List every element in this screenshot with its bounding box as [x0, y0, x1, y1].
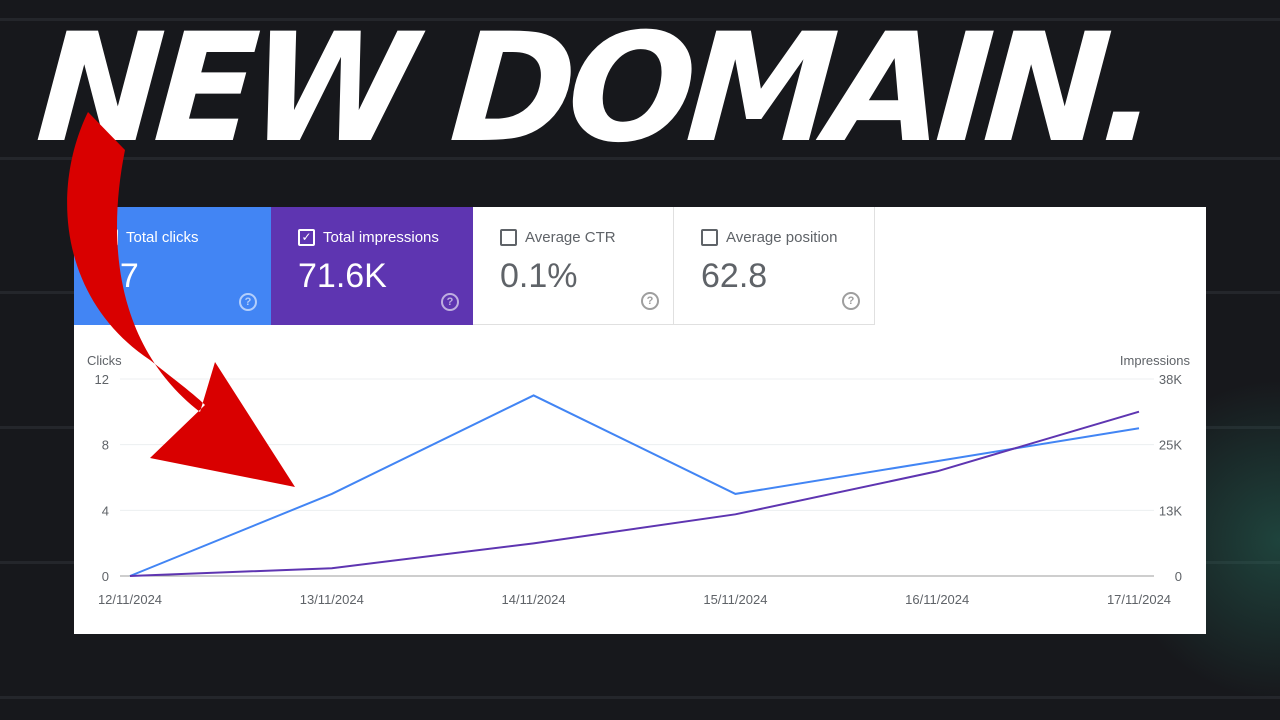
card-label: Average position	[726, 229, 838, 246]
right-tick-label: 38K	[1159, 372, 1182, 387]
help-icon[interactable]: ?	[441, 293, 459, 311]
right-tick-label: 13K	[1159, 503, 1182, 518]
checkbox-unchecked[interactable]	[701, 229, 718, 246]
left-axis-label: Clicks	[87, 353, 122, 368]
left-tick-label: 0	[102, 569, 109, 584]
bg-line	[0, 696, 1280, 699]
x-tick-label: 16/11/2024	[905, 592, 969, 607]
right-axis-label: Impressions	[1120, 353, 1191, 368]
card-value: 62.8	[701, 257, 768, 295]
card-label: Average CTR	[525, 229, 616, 246]
card-label-row: ✓ Total impressions	[298, 229, 439, 246]
checkbox-checked[interactable]: ✓	[298, 229, 315, 246]
card-value: 0.1%	[500, 257, 578, 295]
x-tick-label: 17/11/2024	[1107, 592, 1171, 607]
x-tick-label: 12/11/2024	[98, 592, 162, 607]
card-label: Total clicks	[126, 229, 199, 246]
left-tick-label: 12	[95, 372, 109, 387]
card-total-impressions[interactable]: ✓ Total impressions 71.6K ?	[271, 207, 473, 325]
bg-line	[0, 157, 1280, 160]
left-tick-label: 8	[102, 438, 109, 453]
card-value: 71.6K	[298, 257, 387, 295]
series-line-clicks	[129, 394, 1140, 577]
bg-line	[0, 18, 1280, 21]
checkbox-unchecked[interactable]	[500, 229, 517, 246]
card-average-ctr[interactable]: Average CTR 0.1% ?	[473, 207, 674, 325]
card-average-position[interactable]: Average position 62.8 ?	[674, 207, 875, 325]
x-tick-label: 13/11/2024	[300, 592, 364, 607]
x-tick-label: 15/11/2024	[703, 592, 767, 607]
performance-panel: ✓Total clicks 37 ? ✓Total impressions 71…	[74, 207, 1206, 634]
card-label-row: Average position	[701, 229, 837, 246]
x-tick-label: 14/11/2024	[502, 592, 566, 607]
right-tick-label: 25K	[1159, 438, 1182, 453]
card-label-row: Average CTR	[500, 229, 616, 246]
help-icon[interactable]: ?	[239, 293, 257, 311]
line-chart: Clicks Impressions 0 0 4 13K 8 25K 12 38K 12/11/…	[87, 353, 1191, 607]
card-label: Total impressions	[323, 229, 439, 246]
left-tick-label: 4	[102, 503, 109, 518]
right-tick-label: 0	[1175, 569, 1182, 584]
help-icon[interactable]: ?	[641, 292, 659, 310]
help-icon[interactable]: ?	[842, 292, 860, 310]
series-line-impressions	[129, 410, 1140, 577]
